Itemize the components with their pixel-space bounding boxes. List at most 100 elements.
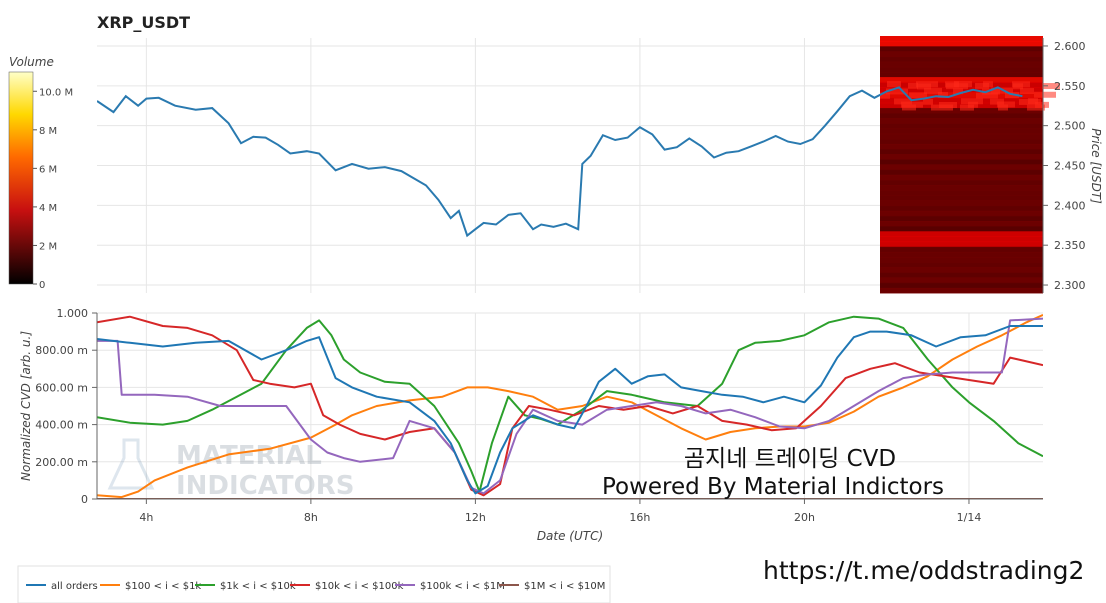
price-tick-label: 2.600 (1054, 40, 1086, 53)
colorbar-tick-label: 2 M (39, 241, 57, 252)
colorbar: Volume 10.0 M 8 M 6 M 4 M 2 M 0 (8, 55, 73, 291)
legend-label: $1k < i < $10k (220, 581, 296, 592)
heatmap-cell (880, 133, 1043, 140)
price-tick-label: 2.300 (1054, 279, 1086, 292)
heatmap-cell (880, 113, 1043, 119)
heatmap-cell (880, 200, 1043, 207)
heatmap-cell (1027, 104, 1045, 111)
heatmap-cell (997, 101, 1015, 108)
cvd-series-line (97, 325, 1043, 495)
heatmap-cell (1042, 83, 1060, 90)
heatmap-cell (880, 226, 1043, 232)
x-tick-label: 20h (794, 511, 815, 524)
heatmap-cell (923, 98, 933, 105)
heatmap-cell (880, 241, 1043, 248)
heatmap-cell (982, 88, 1000, 95)
heatmap-cell (1020, 88, 1034, 95)
heatmap-cell (880, 272, 1043, 279)
heatmap-cell (908, 82, 918, 89)
heatmap-cell (901, 101, 923, 108)
heatmap-cell (880, 61, 1043, 68)
heatmap-cell (924, 87, 942, 94)
watermark-line2: Powered By Material Indictors (602, 474, 944, 500)
heatmap-cell (880, 51, 1043, 58)
logo-line1: MATERIAL (176, 441, 322, 471)
cvd-tick-label: 800.00 m (35, 344, 88, 357)
heatmap-cell (880, 128, 1043, 135)
heatmap-cell (880, 246, 1043, 253)
heatmap-cell (880, 257, 1043, 263)
price-tick-label: 2.550 (1054, 80, 1086, 93)
cvd-tick-label: 200.00 m (35, 456, 88, 469)
heatmap-cell (880, 210, 1043, 217)
telegram-link[interactable]: https://t.me/oddstrading2 (763, 556, 1084, 585)
heatmap-cell (880, 164, 1043, 171)
heatmap-cell (880, 231, 1043, 237)
heatmap-cell (880, 287, 1043, 294)
heatmap-cell (880, 267, 1043, 273)
x-tick-label: 1/14 (957, 511, 982, 524)
heatmap-cell (880, 236, 1043, 243)
heatmap-cell (976, 92, 998, 99)
legend-item: $100 < i < $1k (100, 581, 201, 592)
heatmap-cell (880, 149, 1043, 155)
heatmap-cell (945, 81, 959, 88)
price-tick-label: 2.450 (1054, 160, 1086, 173)
legend-item: $10k < i < $100k (290, 581, 404, 592)
heatmap-cell (909, 92, 927, 99)
heatmap-cell (887, 81, 901, 88)
cvd-tick-label: 1.000 (57, 307, 89, 320)
colorbar-tick-label: 4 M (39, 203, 57, 214)
heatmap-cell (931, 104, 953, 111)
cvd-series-line (97, 315, 1043, 497)
x-tick-label: 4h (139, 511, 153, 524)
cvd-tick-label: 400.00 m (35, 419, 88, 432)
heatmap-cell (886, 88, 908, 95)
heatmap-cell (880, 123, 1043, 130)
cvd-tick-label: 600.00 m (35, 381, 88, 394)
legend-label: $100 < i < $1k (125, 581, 201, 592)
heatmap-cell (880, 46, 1043, 52)
heatmap-cell (880, 36, 1043, 42)
price-axis-label: Price [USDT] (1089, 128, 1103, 204)
price-tick-label: 2.500 (1054, 120, 1086, 133)
legend-label: $10k < i < $100k (315, 581, 404, 592)
legend: all orders $100 < i < $1k $1k < i < $10k $1… (17, 565, 611, 603)
heatmap-cell (880, 41, 1043, 47)
price-line (97, 86, 1023, 238)
heatmap-cell (960, 104, 974, 111)
cvd-panel: MATERIAL INDICATORS 1.000 800.00 m 600.00 … (19, 307, 1043, 543)
heatmap-cell (880, 143, 1043, 150)
heatmap-cell (880, 179, 1043, 186)
x-tick-label: 12h (465, 511, 486, 524)
heatmap-cell (880, 107, 1043, 114)
chart-title: XRP_USDT (97, 13, 190, 32)
heatmap-cell (880, 215, 1043, 222)
legend-label: $100k < i < $1M (420, 581, 505, 592)
legend-item: $1k < i < $10k (195, 581, 296, 592)
price-panel: 2.600 2.550 2.500 2.450 2.400 2.350 2.300 Pric… (97, 36, 1103, 294)
price-tick-label: 2.350 (1054, 239, 1086, 252)
heatmap-cell (880, 277, 1043, 284)
heatmap-cell (894, 98, 912, 105)
heatmap-cell (880, 77, 1043, 83)
heatmap-cell (880, 154, 1043, 160)
legend-label: all orders (51, 581, 98, 592)
cvd-series-line (97, 315, 1043, 493)
heatmap-cell (916, 81, 938, 88)
heatmap-cell (975, 82, 989, 89)
x-tick-label: 8h (304, 511, 318, 524)
heatmap-cell (880, 221, 1043, 227)
x-axis-label: Date (UTC) (537, 529, 603, 543)
heatmap-cell (961, 98, 983, 105)
heatmap-cell (880, 92, 1043, 99)
heatmap-cell (880, 195, 1043, 201)
heatmap-cell (953, 88, 963, 95)
colorbar-tick-label: 0 (39, 280, 45, 291)
material-indicators-logo: MATERIAL INDICATORS (107, 438, 354, 501)
heatmap-cell (880, 56, 1043, 63)
heatmap-cell (880, 282, 1043, 289)
colorbar-tick-label: 10.0 M (39, 87, 73, 98)
heatmap-cell (880, 138, 1043, 145)
heatmap-cell (880, 169, 1043, 176)
